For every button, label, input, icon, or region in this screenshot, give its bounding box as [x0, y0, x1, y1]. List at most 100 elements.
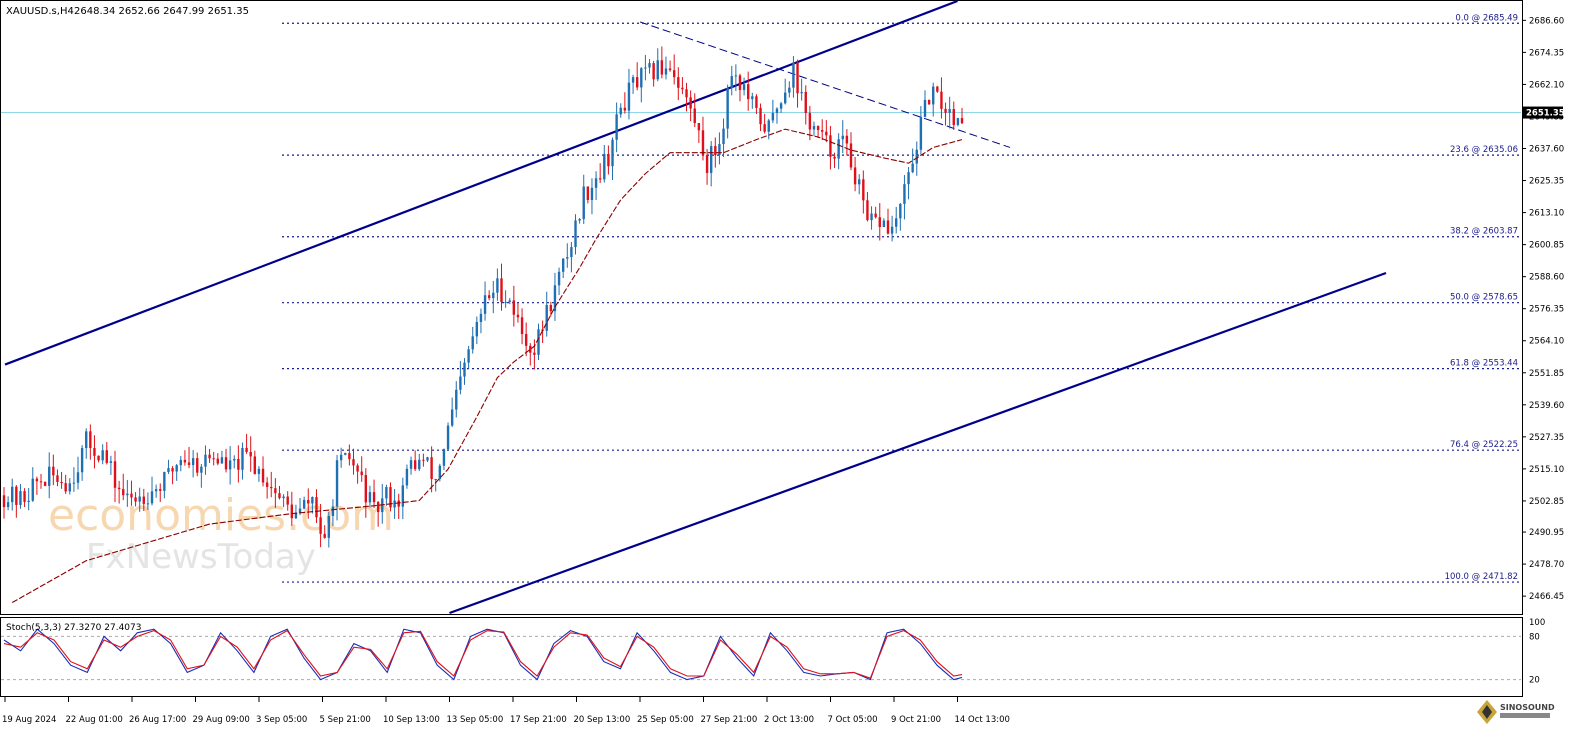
candle-body [890, 226, 894, 234]
candle-body [15, 486, 18, 505]
candle-body [475, 321, 479, 337]
x-tick-label: 25 Sep 05:00 [637, 715, 694, 725]
watermark: economies.com FxNewsToday [48, 490, 394, 577]
candle-body [952, 109, 955, 125]
candle-body [179, 459, 182, 466]
candle-body [204, 454, 207, 467]
candle-body [800, 91, 803, 94]
candle-body [356, 465, 359, 472]
candle-body [652, 63, 655, 80]
candle-body [245, 447, 248, 452]
candle-body [923, 99, 927, 117]
candle-body [109, 461, 113, 463]
y-tick-label: 2686.60 [1529, 16, 1564, 26]
candle-body [126, 493, 129, 496]
fib-label: 61.8 @ 2553.44 [1450, 359, 1518, 369]
candle-body [175, 465, 178, 472]
candle-body [689, 97, 692, 109]
candle-body [586, 186, 590, 200]
candle-body [907, 172, 910, 185]
candle-body [393, 500, 396, 508]
candle-body [327, 515, 331, 538]
candle-body [339, 454, 343, 461]
channel-trendline [449, 271, 1387, 615]
candle-body [903, 184, 906, 204]
candle-body [759, 107, 762, 125]
price-axis[interactable]: 2686.602674.352662.102649.852637.602625.… [1522, 16, 1565, 602]
candle-body [405, 468, 409, 486]
candle-body [171, 468, 174, 472]
candle-body [722, 128, 725, 145]
fib-label: 76.4 @ 2522.25 [1450, 440, 1518, 450]
moving-average [11, 128, 963, 604]
candle-body [290, 504, 294, 519]
candles [2, 46, 964, 548]
candle-body [537, 329, 540, 355]
candle-body [191, 458, 195, 466]
y-tick-label: 2466.45 [1529, 592, 1564, 602]
symbol-label: XAUUSD.s,H4 [6, 6, 74, 17]
candle-body [730, 76, 733, 89]
candle-body [693, 108, 696, 124]
time-axis[interactable]: 19 Aug 2024 22 Aug 01:00 26 Aug 17:00 29 Au… [2, 697, 1010, 725]
candle-body [163, 471, 166, 491]
candle-body [253, 456, 257, 474]
y-tick-label: 2539.60 [1529, 401, 1564, 411]
candle-body [101, 450, 104, 461]
candle-body [718, 144, 721, 155]
candle-body [265, 482, 269, 487]
fib-label: 38.2 @ 2603.87 [1450, 227, 1518, 237]
y-tick-label: 2478.70 [1529, 560, 1564, 570]
y-tick-label: 2600.85 [1529, 241, 1564, 251]
candle-body [430, 457, 433, 480]
candle-body [541, 329, 544, 331]
candle-body [134, 497, 137, 502]
candle-body [159, 489, 162, 491]
watermark-line2: FxNewsToday [86, 537, 316, 577]
candle-body [874, 213, 877, 218]
candle-body [196, 458, 199, 473]
y-tick-label: 2515.10 [1529, 465, 1564, 475]
candle-body [886, 220, 890, 234]
ohlc-values: 2648.34 2652.66 2647.99 2651.35 [74, 6, 249, 17]
candle-body [648, 63, 651, 68]
candle-body [742, 84, 746, 90]
y-tick-label: 2576.35 [1529, 305, 1564, 315]
candle-body [656, 60, 659, 80]
candle-body [487, 295, 491, 299]
candle-body [233, 458, 236, 461]
candle-body [76, 472, 80, 483]
candle-body [927, 99, 931, 105]
candle-body [471, 336, 474, 350]
ma-line [11, 128, 963, 604]
candle-body [767, 120, 770, 132]
candle-body [43, 481, 47, 486]
candle-body [566, 257, 569, 259]
y-tick-label: 2674.35 [1529, 48, 1564, 58]
candle-body [93, 447, 96, 456]
candle-body [533, 352, 536, 355]
candle-body [956, 118, 960, 125]
candle-body [574, 220, 577, 248]
candle-body [389, 487, 392, 508]
candle-body [520, 317, 524, 335]
candle-body [117, 487, 121, 490]
candle-body [294, 512, 298, 519]
candle-body [705, 155, 709, 173]
candle-body [792, 62, 795, 88]
candle-body [796, 62, 799, 94]
candle-body [298, 508, 302, 513]
y-tick-label: 2662.10 [1529, 80, 1564, 90]
x-tick-label: 27 Sep 21:00 [701, 715, 758, 725]
candle-body [714, 146, 717, 155]
candle-body [508, 300, 511, 302]
candle-body [413, 460, 417, 470]
candle-body [561, 258, 565, 272]
candle-body [335, 460, 339, 507]
x-tick-label: 17 Sep 21:00 [510, 715, 567, 725]
candle-body [607, 153, 610, 167]
candle-body [459, 376, 462, 390]
candle-body [278, 493, 281, 499]
